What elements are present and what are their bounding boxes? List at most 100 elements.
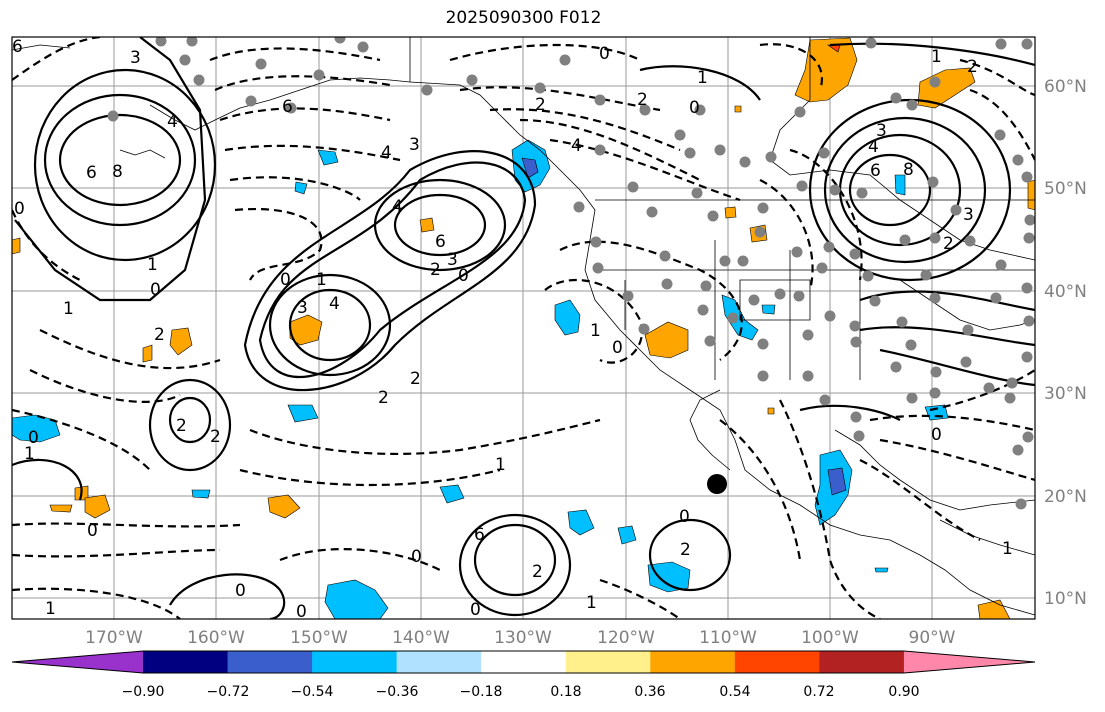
- shade-positive: [767, 407, 775, 415]
- lon-label: 110°W: [699, 628, 757, 648]
- shade-negative: [647, 561, 691, 593]
- colorbar-segment: [481, 651, 567, 673]
- contour-label: 0: [689, 98, 700, 118]
- shade-positive: [142, 344, 153, 363]
- shade-positive: [794, 37, 858, 103]
- shade-negative-strong: [521, 157, 539, 179]
- contour-label: 2: [680, 540, 691, 560]
- colorbar-segment: [143, 651, 229, 673]
- contour-label: 6: [435, 232, 446, 252]
- contour-label: 0: [679, 507, 690, 527]
- contour-label: 4: [329, 294, 340, 314]
- contour-label: 3: [876, 121, 887, 141]
- shade-positive: [724, 206, 737, 219]
- lat-label: 10°N: [1044, 589, 1087, 609]
- colorbar-tick-label: −0.72: [207, 684, 250, 700]
- contour-label: 0: [458, 266, 469, 286]
- contour-label: 1: [24, 444, 35, 464]
- colorbar-extend-min: [12, 651, 143, 673]
- contour-label: 1: [316, 270, 327, 290]
- contour-label: 3: [409, 135, 420, 155]
- shade-positive: [84, 494, 111, 519]
- shade-positive: [267, 494, 301, 519]
- shade-positive: [644, 321, 689, 359]
- contour-label: 0: [599, 44, 610, 64]
- colorbar-tick-label: 0.18: [550, 684, 581, 700]
- contour-label: 1: [495, 455, 506, 475]
- lon-label: 100°W: [801, 628, 859, 648]
- colorbar-tick-label: −0.36: [376, 684, 419, 700]
- colorbar-tick-label: 0.36: [634, 684, 665, 700]
- contour-label: 2: [943, 234, 954, 254]
- colorbar-tick-label: −0.90: [122, 684, 165, 700]
- colorbar-segment: [650, 651, 736, 673]
- lat-label: 50°N: [1044, 179, 1087, 199]
- contour-label: 2: [210, 427, 221, 447]
- lon-label: 120°W: [597, 628, 655, 648]
- colorbar-segment: [819, 651, 905, 673]
- lon-label: 140°W: [392, 628, 450, 648]
- contour-label: 2: [967, 57, 978, 77]
- contour-label: 8: [112, 162, 123, 182]
- contour-label: 6: [474, 525, 485, 545]
- map-frame: [11, 36, 1036, 620]
- contour-label: 1: [63, 299, 74, 319]
- contour-label: 0: [296, 602, 307, 622]
- colorbar-tick-label: −0.18: [460, 684, 503, 700]
- shade-negative: [567, 509, 595, 536]
- contour-label: 2: [410, 369, 421, 389]
- contour-label: 6: [870, 161, 881, 181]
- map-title: 2025090300 F012: [445, 8, 602, 28]
- shade-negative: [894, 174, 906, 196]
- contour-label: 2: [154, 325, 165, 345]
- contour-label: 1: [45, 599, 56, 619]
- colorbar-tick-label: 0.90: [888, 684, 919, 700]
- shade-positive: [289, 314, 323, 346]
- contour-label: 0: [235, 581, 246, 601]
- shade-positive: [1027, 179, 1035, 211]
- lat-label: 60°N: [1044, 77, 1087, 97]
- contour-label: 2: [637, 90, 648, 110]
- lon-label: 150°W: [290, 628, 348, 648]
- contour-label: 0: [470, 600, 481, 620]
- colorbar-segment: [396, 651, 482, 673]
- contour-label: 1: [590, 321, 601, 341]
- lat-lon-gridlines: [12, 37, 1035, 619]
- colorbar-tick-label: 0.54: [719, 684, 750, 700]
- contour-label: 6: [282, 97, 293, 117]
- colorbar-outline: [11, 650, 1036, 674]
- lon-label: 160°W: [187, 628, 245, 648]
- contour-label: 0: [28, 428, 39, 448]
- contour-label: 0: [87, 521, 98, 541]
- contour-label: 2: [532, 562, 543, 582]
- contour-label: 0: [931, 425, 942, 445]
- observation-dots: [107, 37, 1035, 510]
- contour-label: 4: [868, 137, 879, 157]
- contour-label: 2: [176, 416, 187, 436]
- contour-label: 1: [586, 593, 597, 613]
- contour-label: 0: [150, 280, 161, 300]
- shade-positive: [12, 237, 21, 255]
- shade-positive: [169, 327, 193, 356]
- shade-negative: [439, 484, 465, 504]
- lon-label: 90°W: [909, 628, 956, 648]
- colorbar-segment: [734, 651, 820, 673]
- shade-negative: [191, 489, 211, 499]
- lon-label: 170°W: [85, 628, 143, 648]
- contour-label: 4: [381, 143, 392, 163]
- shade-negative: [324, 579, 389, 619]
- colorbar-segment: [565, 651, 651, 673]
- colorbar-segment: [312, 651, 398, 673]
- contour-label: 2: [535, 95, 546, 115]
- shade-negative: [287, 404, 319, 423]
- contour-label: 1: [147, 255, 158, 275]
- contour-label: 4: [571, 136, 582, 156]
- colorbar: −0.90 −0.72 −0.54 −0.36 −0.18 0.18 0.36 …: [11, 650, 1036, 700]
- anomaly-shading: [12, 37, 1035, 619]
- shade-positive: [734, 105, 742, 113]
- lat-label: 40°N: [1044, 282, 1087, 302]
- shade-negative-strong: [827, 467, 847, 496]
- shade-positive: [419, 217, 435, 233]
- contour-label: 3: [130, 48, 141, 68]
